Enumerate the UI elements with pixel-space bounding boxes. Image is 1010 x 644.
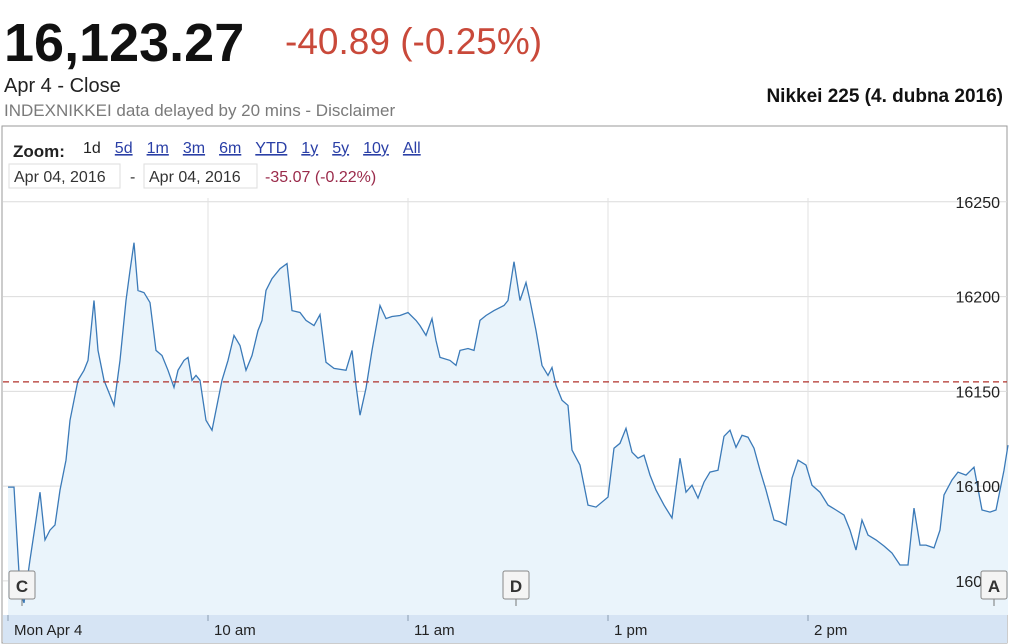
price: 16,123.27 (4, 13, 244, 73)
y-tick-label: 16250 (956, 195, 1001, 212)
status: Apr 4 - Close (4, 75, 121, 97)
price-line (8, 242, 1009, 604)
zoom-option[interactable]: 1m (147, 140, 169, 157)
y-tick-label: 16200 (956, 290, 1001, 307)
zoom-option[interactable]: 1d (83, 140, 101, 157)
plot: Mon Apr 4 10 am 11 am 1 pm 2 pm 16250 16200 161… (3, 195, 1009, 639)
flag-label: A (988, 577, 1000, 596)
end-date[interactable]: Apr 04, 2016 (149, 169, 241, 186)
area-fill (8, 242, 1008, 615)
zoom-option[interactable]: 5y (332, 140, 349, 157)
y-tick-label: 16150 (956, 384, 1001, 401)
zoom-option[interactable]: 6m (219, 140, 241, 157)
y-tick-label: 16100 (956, 479, 1001, 496)
x-axis-band (3, 615, 1007, 643)
zoom-option[interactable]: 3m (183, 140, 205, 157)
flag[interactable] (980, 570, 1008, 600)
zoom-option[interactable]: 1y (301, 140, 318, 157)
x-tick-label: 2 pm (814, 622, 847, 639)
range-change: -35.07 (-0.22%) (265, 169, 376, 186)
flag[interactable] (8, 570, 36, 600)
zoom-options: 1d 5d 1m 3m 6m YTD 1y 5y 10y All (83, 140, 421, 157)
price-change: -40.89 (-0.25%) (285, 21, 542, 62)
start-date[interactable]: Apr 04, 2016 (14, 169, 106, 186)
chart-title: Nikkei 225 (4. dubna 2016) (766, 86, 1003, 107)
date-separator: - (130, 169, 135, 186)
x-tick-label: Mon Apr 4 (14, 622, 82, 639)
zoom-option[interactable]: All (403, 140, 421, 157)
flag-label: C (16, 577, 28, 596)
date-box[interactable] (8, 163, 121, 189)
x-tick-label: 1 pm (614, 622, 647, 639)
zoom-option[interactable]: 10y (363, 140, 389, 157)
zoom-label: Zoom: (13, 142, 65, 161)
flag[interactable] (502, 570, 530, 600)
flag-label: D (510, 577, 522, 596)
x-tick-label: 10 am (214, 622, 256, 639)
date-box[interactable] (143, 163, 258, 189)
source-note: INDEXNIKKEI data delayed by 20 mins - Di… (4, 101, 395, 120)
zoom-option[interactable]: 5d (115, 140, 133, 157)
zoom-option[interactable]: YTD (255, 140, 287, 157)
x-tick-label: 11 am (414, 622, 455, 639)
